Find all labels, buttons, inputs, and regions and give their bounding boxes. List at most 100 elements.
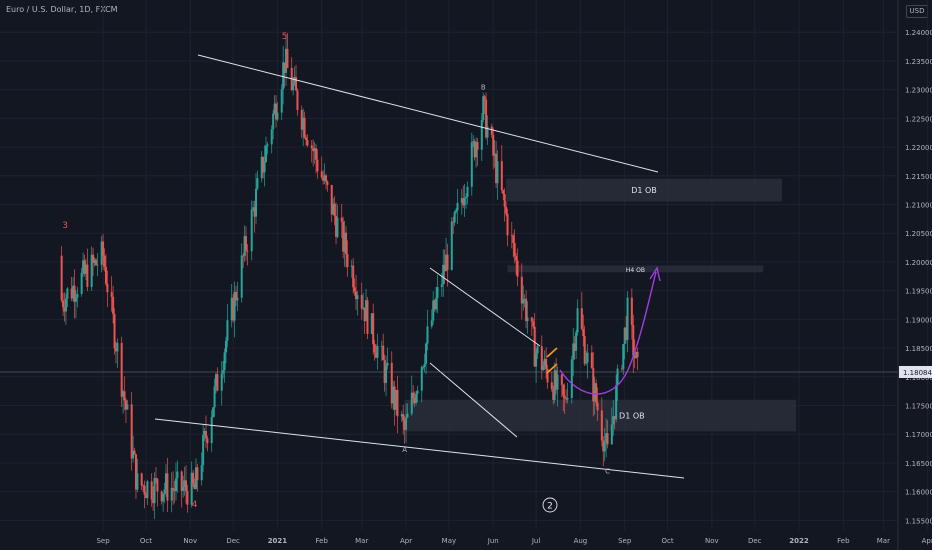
candle-body bbox=[610, 424, 613, 445]
candle-body bbox=[63, 307, 66, 312]
candle-body bbox=[536, 346, 539, 354]
candle-body bbox=[560, 374, 563, 385]
candle-body bbox=[156, 478, 159, 492]
candle-body bbox=[612, 416, 615, 425]
candle-body bbox=[303, 117, 306, 138]
x-tick-label: Sep bbox=[618, 537, 632, 545]
candle-body bbox=[476, 142, 479, 150]
y-tick-label: 1.21000 bbox=[905, 202, 932, 210]
x-tick-label: 2021 bbox=[268, 537, 288, 545]
candle-body bbox=[525, 298, 528, 322]
candle-body bbox=[360, 295, 363, 309]
candle-body bbox=[180, 471, 183, 491]
candle-body bbox=[382, 345, 385, 361]
candle-body bbox=[543, 358, 546, 366]
y-tick-label: 1.23000 bbox=[905, 87, 932, 95]
candle-body bbox=[633, 355, 636, 359]
candle-body bbox=[266, 144, 269, 146]
lower-trendline bbox=[154, 418, 685, 479]
candle-body bbox=[154, 478, 157, 479]
candle-body bbox=[245, 236, 248, 251]
x-tick-label: Feb bbox=[837, 537, 850, 545]
candle-body bbox=[565, 398, 568, 400]
candle-body bbox=[306, 139, 309, 146]
candle-body bbox=[510, 235, 513, 237]
candle-body bbox=[432, 300, 435, 321]
candle-body bbox=[270, 129, 273, 145]
candle-body bbox=[393, 386, 396, 410]
last-price-label: 1.18084 bbox=[903, 369, 932, 377]
circled-number: 2 bbox=[542, 497, 558, 513]
candle-body bbox=[136, 473, 139, 490]
candle-body bbox=[503, 193, 506, 207]
candle-body bbox=[596, 402, 599, 411]
candle-body bbox=[435, 298, 438, 310]
candle-body bbox=[493, 153, 496, 156]
candle-body bbox=[152, 499, 155, 504]
candle-body bbox=[445, 254, 448, 272]
candle-body bbox=[76, 293, 79, 298]
candle-body bbox=[440, 284, 443, 288]
candle-body bbox=[64, 298, 67, 312]
candle-body bbox=[206, 438, 209, 444]
candle-body bbox=[410, 392, 413, 414]
candle-body bbox=[214, 374, 217, 387]
candle-body bbox=[522, 299, 525, 304]
candle-body bbox=[362, 307, 365, 309]
candle-body bbox=[495, 153, 498, 184]
candle-body bbox=[130, 404, 133, 459]
candle-body bbox=[523, 298, 526, 300]
candle-body bbox=[133, 450, 136, 455]
candle-body bbox=[542, 365, 545, 371]
y-tick-label: 1.20000 bbox=[905, 259, 932, 267]
bull-flag bbox=[546, 347, 558, 374]
candle-body bbox=[322, 177, 325, 181]
candle-body bbox=[252, 207, 255, 210]
candle-body bbox=[625, 327, 628, 340]
candle-body bbox=[262, 156, 265, 173]
candle-body bbox=[575, 332, 578, 351]
upper-trendline bbox=[197, 54, 659, 173]
candle-body bbox=[140, 473, 143, 486]
candle-body bbox=[386, 362, 389, 366]
candle-body bbox=[230, 297, 233, 321]
candle-body bbox=[60, 255, 63, 301]
y-tick-label: 1.23500 bbox=[905, 58, 932, 66]
candle-body bbox=[240, 255, 243, 298]
wave-label: 3 bbox=[62, 221, 68, 231]
candle-body bbox=[533, 326, 536, 367]
candle-body bbox=[535, 353, 538, 367]
candle-body bbox=[456, 202, 459, 211]
candle-body bbox=[295, 76, 298, 91]
candle-body bbox=[580, 308, 583, 329]
candle-body bbox=[475, 142, 478, 158]
x-tick-label: May bbox=[442, 537, 456, 545]
wave-label: A bbox=[402, 446, 407, 454]
candle-body bbox=[224, 340, 227, 353]
x-tick-label: Aug bbox=[574, 537, 588, 545]
candle-body bbox=[164, 473, 167, 490]
candle-body bbox=[250, 209, 253, 252]
circled-number-text: 2 bbox=[547, 502, 553, 512]
candle-body bbox=[483, 96, 486, 100]
candle-body bbox=[62, 300, 65, 308]
x-tick-label: Oct bbox=[140, 537, 152, 545]
candle-body bbox=[335, 215, 338, 237]
candle-body bbox=[210, 416, 213, 444]
candle-body bbox=[96, 264, 99, 266]
candle-body bbox=[583, 336, 586, 364]
candle-body bbox=[302, 117, 305, 130]
candle-body bbox=[144, 494, 147, 499]
wave-label: 5 bbox=[282, 32, 288, 42]
candle-body bbox=[190, 472, 193, 505]
candle-body bbox=[174, 478, 177, 492]
candle-body bbox=[623, 327, 626, 345]
candle-body bbox=[233, 291, 236, 321]
candle-body bbox=[120, 342, 123, 397]
candles bbox=[60, 33, 639, 520]
candle-body bbox=[80, 272, 83, 294]
candle-body bbox=[480, 119, 483, 150]
candle-body bbox=[285, 48, 288, 73]
candle-body bbox=[186, 491, 189, 505]
